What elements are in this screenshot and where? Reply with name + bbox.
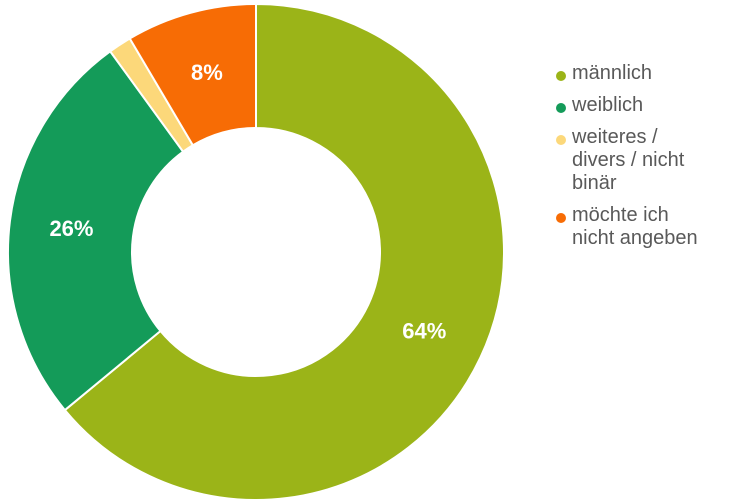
donut-slices [7, 2, 505, 500]
legend-marker [556, 71, 566, 81]
donut-chart: 64% 26% 8% [7, 2, 505, 500]
legend-label: weiteres / divers / nicht binär [572, 126, 685, 194]
chart-legend: männlich weiblich weiteres / divers / nicht… [556, 62, 736, 259]
legend-item-3: möchte ich nicht angeben [556, 204, 736, 250]
legend-marker [556, 135, 566, 145]
legend-item-0: männlich [556, 62, 736, 85]
slice-0 [63, 2, 505, 500]
legend-label: weiblich [572, 94, 644, 116]
legend-item-1: weiblich [556, 94, 736, 117]
slice-label-3: 8% [191, 60, 223, 85]
legend-label: möchte ich nicht angeben [572, 204, 698, 249]
slice-3 [128, 2, 257, 147]
legend-item-2: weiteres / divers / nicht binär [556, 126, 736, 195]
slice-1 [7, 49, 185, 412]
legend-label: männlich [572, 62, 653, 84]
slice-labels: 64% 26% 8% [49, 60, 446, 344]
slice-label-0: 64% [402, 319, 446, 344]
legend-marker [556, 213, 566, 223]
legend-marker [556, 103, 566, 113]
slice-label-1: 26% [49, 216, 93, 241]
